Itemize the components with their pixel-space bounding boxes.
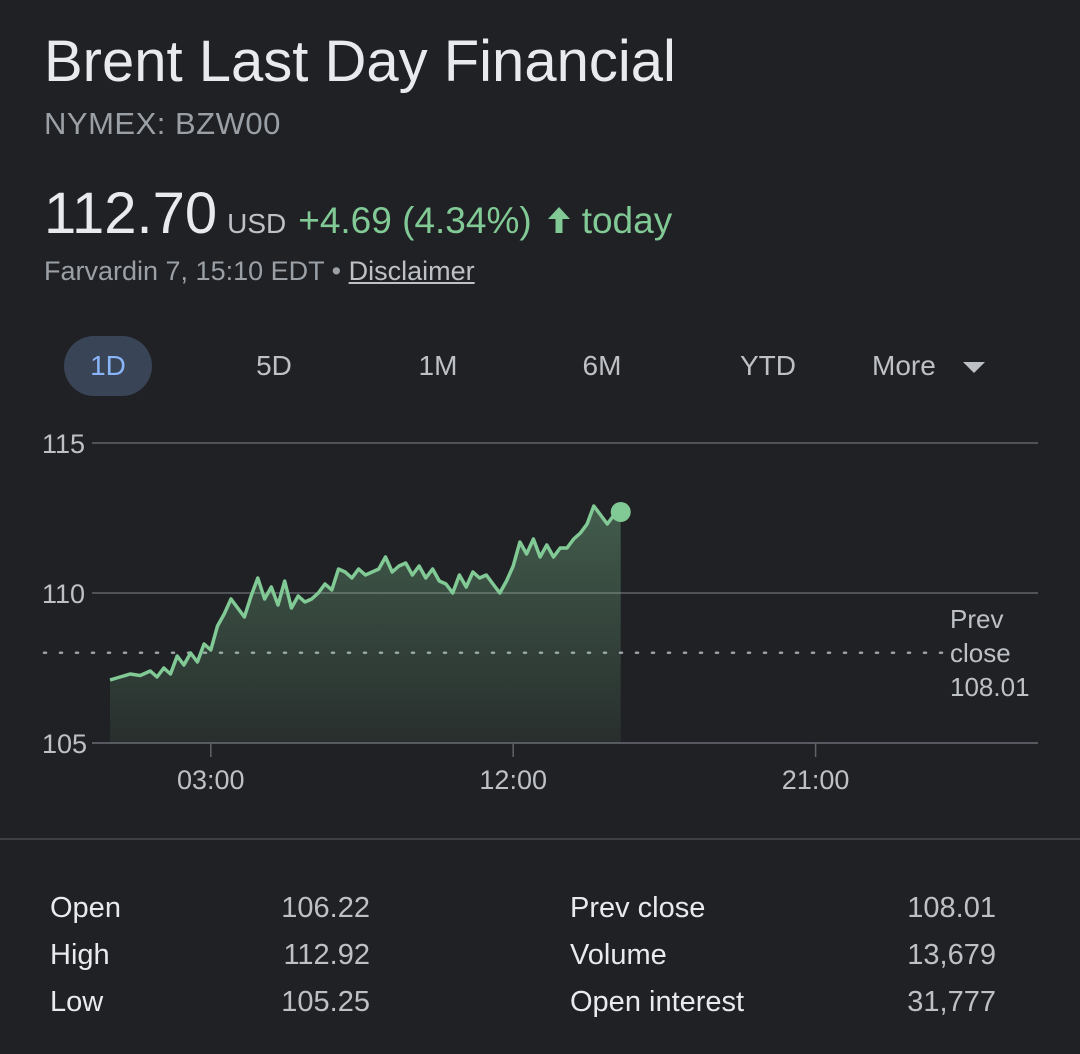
x-tick-label-12:00: 12:00 [479,765,547,795]
prev-close-label-line2: close [950,638,1011,668]
stat-value-low: 105.25 [281,986,370,1018]
stat-label-low: Low [50,986,104,1018]
last-price-point [610,502,631,522]
tab-1m[interactable]: 1M [418,350,458,381]
disclaimer-link[interactable]: Disclaimer [348,256,475,286]
tab-more-label: More [872,350,936,381]
quote-meta: Farvardin 7, 15:10 EDT • Disclaimer [44,256,475,287]
stat-value-open: 106.22 [281,892,370,924]
prev-close-label-line1: Prev [950,604,1003,634]
meta-separator: • [331,256,342,286]
tab-5d[interactable]: 5D [256,350,292,381]
change-period: today [581,200,673,241]
stat-label-volume: Volume [570,939,667,971]
stat-value-high: 112.92 [283,939,370,971]
prev-close-label-value: 108.01 [950,672,1030,702]
x-tick-label-21:00: 21:00 [782,765,850,795]
range-tabs: 1D 5D 1M 6M YTD More [64,336,1024,396]
arrow-up-icon [546,205,572,235]
stat-label-open: Open [50,892,121,924]
tab-6m[interactable]: 6M [582,350,622,381]
stat-label-high: High [50,939,110,971]
stat-label-open-interest: Open interest [570,986,745,1018]
tab-1d[interactable]: 1D [64,336,152,396]
x-tick-label-03:00: 03:00 [177,765,245,795]
stat-value-prev-close: 108.01 [907,892,996,924]
price-change: +4.69 (4.34%) [298,200,532,241]
y-tick-label-110: 110 [42,579,85,609]
price-area-fill [110,506,621,743]
y-tick-label-115: 115 [42,429,85,459]
ticker-symbol: NYMEX: BZW00 [44,106,281,141]
y-tick-label-105: 105 [42,729,87,759]
tab-more[interactable]: More [872,336,1012,396]
stat-value-open-interest: 31,777 [907,986,996,1018]
stat-label-prev-close: Prev close [570,892,706,924]
stat-value-volume: 13,679 [907,939,996,971]
quote-timestamp: Farvardin 7, 15:10 EDT [44,256,325,286]
section-divider [0,838,1080,840]
price-series-line [109,504,622,682]
price-row: 112.70 USD +4.69 (4.34%) today [44,180,672,250]
tab-ytd[interactable]: YTD [740,350,796,381]
currency-label: USD [227,208,287,239]
price-chart[interactable]: 115 110 105 Prev close 108.01 03:00 12:00 21:00 [0,420,1080,810]
page-title: Brent Last Day Financial [44,29,676,94]
current-price: 112.70 [44,181,218,246]
caret-down-icon [962,335,986,395]
